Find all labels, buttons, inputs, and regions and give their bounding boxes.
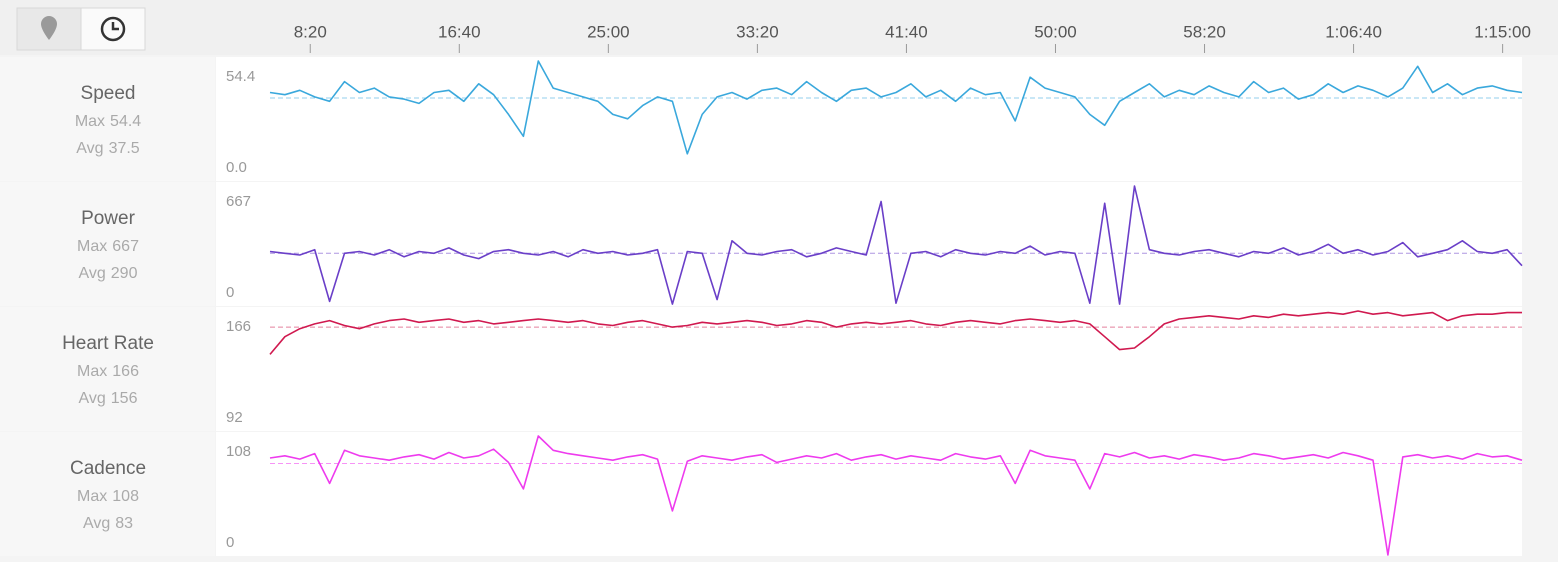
x-tick-label: 58:20	[1183, 22, 1226, 41]
plot-area	[216, 57, 1522, 181]
x-tick-label: 33:20	[736, 22, 779, 41]
clock-icon	[100, 16, 126, 42]
stat-label: Avg	[79, 390, 106, 407]
stat: Max 166	[77, 363, 139, 380]
row-title: Speed	[81, 83, 136, 104]
series-line	[269, 310, 1522, 355]
stat-value: 290	[111, 265, 138, 282]
x-tick-label: 16:40	[438, 22, 481, 41]
stat: Avg 290	[79, 265, 138, 282]
stat: Max 667	[77, 238, 139, 255]
stat-value: 667	[112, 238, 139, 255]
x-tick-label: 8:20	[294, 22, 327, 41]
stat-label: Max	[77, 363, 107, 380]
y-tick-label: 54.4	[226, 68, 255, 85]
stat-label: Max	[77, 238, 107, 255]
row-title: Power	[81, 208, 136, 229]
y-tick-label: 0	[226, 534, 234, 551]
stat-value: 156	[111, 390, 138, 407]
series-line	[269, 60, 1523, 155]
series-line	[269, 435, 1523, 556]
plot-area	[216, 307, 1522, 431]
stat-label: Avg	[76, 140, 103, 157]
y-tick-label: 0	[226, 284, 234, 301]
x-tick-label: 25:00	[587, 22, 630, 41]
stat-value: 37.5	[109, 140, 140, 157]
stat-label: Max	[77, 488, 107, 505]
header	[0, 0, 1558, 55]
time-button[interactable]	[80, 7, 146, 51]
pin-icon	[41, 16, 57, 40]
button-bg	[16, 7, 82, 51]
series-line	[269, 185, 1523, 305]
map-button[interactable]	[16, 7, 82, 51]
stat: Max 54.4	[75, 113, 141, 130]
stat: Avg 37.5	[76, 140, 140, 157]
stat: Max 108	[77, 488, 139, 505]
clock-hands	[111, 22, 119, 31]
y-tick-label: 166	[226, 318, 251, 335]
stat-value: 108	[112, 488, 139, 505]
label-panel	[0, 182, 215, 306]
y-tick-label: 92	[226, 409, 243, 426]
stat-value: 54.4	[110, 113, 141, 130]
row-title: Heart Rate	[62, 333, 154, 354]
stat-value: 166	[112, 363, 139, 380]
y-tick-label: 0.0	[226, 159, 247, 176]
stat-label: Max	[75, 113, 105, 130]
stat: Avg 83	[83, 515, 133, 532]
x-tick-label: 41:40	[885, 22, 928, 41]
stat: Avg 156	[79, 390, 138, 407]
stat-label: Avg	[83, 515, 110, 532]
y-tick-label: 108	[226, 443, 251, 460]
label-panel	[0, 432, 215, 556]
stat-label: Avg	[79, 265, 106, 282]
x-tick-label: 1:06:40	[1325, 22, 1382, 41]
x-tick-label: 50:00	[1034, 22, 1077, 41]
y-tick-label: 667	[226, 193, 251, 210]
plot-area	[216, 432, 1522, 556]
stat-value: 83	[115, 515, 133, 532]
label-panel	[0, 307, 215, 431]
label-panel	[0, 57, 215, 181]
row-title: Cadence	[70, 458, 146, 479]
x-tick-label: 1:15:00	[1474, 22, 1531, 41]
